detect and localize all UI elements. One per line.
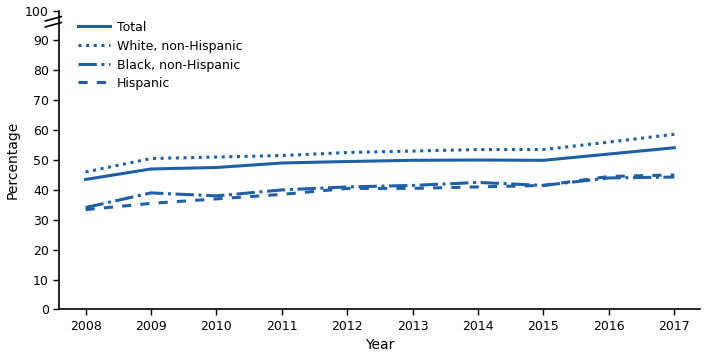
X-axis label: Year: Year bbox=[365, 338, 395, 352]
Legend: Total, White, non-Hispanic, Black, non-Hispanic, Hispanic: Total, White, non-Hispanic, Black, non-H… bbox=[78, 21, 243, 90]
Y-axis label: Percentage: Percentage bbox=[6, 121, 20, 199]
